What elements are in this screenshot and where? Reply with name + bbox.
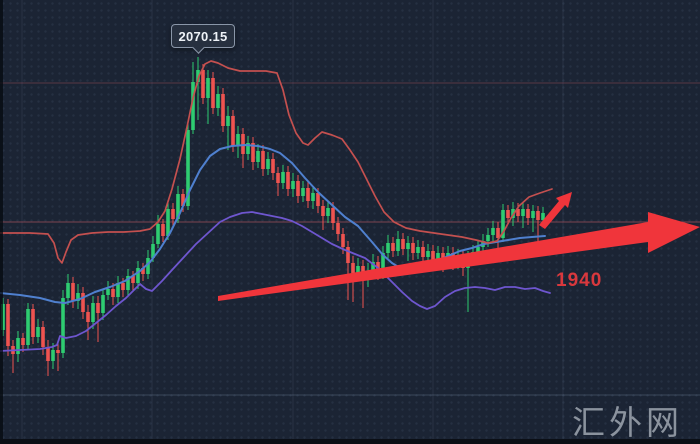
tooltip-price-text: 2070.15 bbox=[178, 28, 228, 44]
left-border-bar bbox=[0, 0, 3, 444]
support-price-label: 1940 bbox=[556, 270, 603, 291]
bollinger-middle-band bbox=[0, 144, 546, 304]
candles bbox=[1, 57, 545, 376]
trend-arrow bbox=[218, 212, 700, 301]
bollinger-lower-band bbox=[0, 211, 551, 352]
breakout-arrow bbox=[539, 192, 572, 229]
watermark-text: 汇外网 bbox=[572, 404, 683, 441]
price-tooltip: 2070.15 bbox=[171, 24, 235, 54]
bollinger-upper-band bbox=[0, 60, 553, 264]
bottom-border-bar bbox=[0, 439, 700, 444]
